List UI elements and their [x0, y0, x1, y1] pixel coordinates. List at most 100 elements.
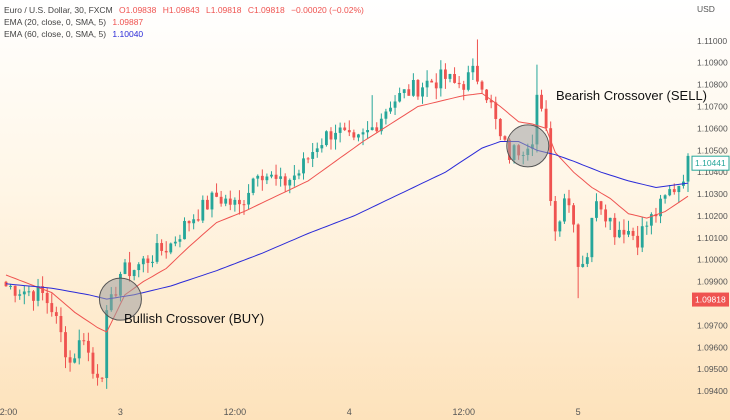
candle-body[interactable] — [608, 217, 612, 222]
candle-body[interactable] — [32, 291, 35, 301]
candle-body[interactable] — [471, 65, 475, 73]
candle-body[interactable] — [476, 65, 479, 82]
candle-body[interactable] — [576, 224, 580, 267]
candle-body[interactable] — [407, 89, 411, 96]
candle-body[interactable] — [320, 145, 324, 149]
candle-body[interactable] — [183, 220, 186, 240]
candle-body[interactable] — [73, 358, 77, 363]
candle-body[interactable] — [274, 174, 278, 179]
candle-body[interactable] — [421, 87, 424, 97]
candle-body[interactable] — [324, 131, 328, 146]
candle-body[interactable] — [617, 229, 621, 238]
candle-body[interactable] — [389, 107, 392, 112]
candle-body[interactable] — [649, 214, 653, 226]
candle-body[interactable] — [443, 69, 447, 79]
candle-body[interactable] — [590, 217, 594, 258]
candle-body[interactable] — [164, 250, 168, 253]
candle-body[interactable] — [283, 176, 287, 186]
candle-body[interactable] — [178, 239, 182, 242]
candle-body[interactable] — [315, 148, 319, 153]
candle-body[interactable] — [352, 132, 356, 138]
candle-body[interactable] — [677, 185, 681, 193]
candle-body[interactable] — [329, 131, 333, 140]
candle-body[interactable] — [215, 192, 218, 197]
candle-body[interactable] — [453, 73, 456, 83]
candle-body[interactable] — [613, 217, 617, 238]
candle-body[interactable] — [270, 174, 273, 177]
candle-body[interactable] — [562, 198, 566, 222]
candle-body[interactable] — [91, 352, 95, 374]
candle-body[interactable] — [306, 158, 310, 160]
candle-body[interactable] — [187, 220, 191, 224]
candle-body[interactable] — [224, 198, 228, 204]
candle-body[interactable] — [457, 82, 461, 85]
candle-body[interactable] — [540, 94, 543, 109]
candle-body[interactable] — [64, 332, 67, 358]
candle-body[interactable] — [36, 286, 40, 301]
candle-body[interactable] — [416, 79, 420, 97]
candle-body[interactable] — [13, 285, 17, 296]
candle-body[interactable] — [96, 373, 99, 378]
candle-body[interactable] — [233, 199, 237, 205]
candle-body[interactable] — [448, 73, 452, 79]
candle-body[interactable] — [585, 257, 589, 264]
candle-body[interactable] — [462, 84, 466, 90]
candle-body[interactable] — [466, 72, 470, 90]
candle-body[interactable] — [54, 312, 58, 317]
candle-body[interactable] — [137, 264, 141, 271]
candle-body[interactable] — [77, 340, 81, 359]
candle-body[interactable] — [219, 196, 223, 204]
candle-body[interactable] — [265, 176, 269, 181]
candle-body[interactable] — [141, 258, 145, 265]
candle-body[interactable] — [205, 199, 209, 210]
candle-body[interactable] — [357, 134, 360, 138]
candle-body[interactable] — [663, 195, 667, 199]
candle-body[interactable] — [595, 201, 598, 218]
candle-body[interactable] — [361, 132, 365, 135]
candle-body[interactable] — [242, 204, 246, 206]
candle-body[interactable] — [402, 89, 406, 93]
candle-body[interactable] — [146, 258, 150, 263]
candle-body[interactable] — [86, 340, 90, 353]
candle-body[interactable] — [544, 108, 548, 129]
candle-body[interactable] — [411, 79, 415, 96]
candle-body[interactable] — [480, 81, 484, 90]
candle-body[interactable] — [631, 230, 635, 236]
candle-body[interactable] — [434, 82, 438, 89]
candle-body[interactable] — [128, 262, 132, 277]
candle-body[interactable] — [228, 198, 232, 205]
candle-body[interactable] — [251, 178, 255, 193]
candle-body[interactable] — [311, 152, 315, 159]
candle-body[interactable] — [430, 80, 434, 83]
candle-body[interactable] — [50, 303, 54, 313]
candle-body[interactable] — [558, 221, 562, 232]
candle-body[interactable] — [238, 199, 241, 205]
candle-body[interactable] — [18, 294, 22, 296]
candle-body[interactable] — [297, 173, 301, 176]
candle-body[interactable] — [160, 243, 164, 251]
candle-body[interactable] — [59, 316, 63, 333]
candle-body[interactable] — [553, 201, 557, 232]
candle-body[interactable] — [256, 175, 260, 179]
candle-body[interactable] — [68, 357, 72, 363]
candle-body[interactable] — [549, 128, 553, 202]
candle-body[interactable] — [9, 285, 12, 287]
candle-body[interactable] — [384, 111, 388, 119]
candle-body[interactable] — [151, 261, 154, 263]
candle-body[interactable] — [292, 175, 296, 180]
candle-body[interactable] — [123, 262, 127, 274]
candle-body[interactable] — [686, 155, 690, 182]
candle-body[interactable] — [288, 179, 292, 186]
candle-body[interactable] — [535, 94, 539, 145]
candle-body[interactable] — [494, 102, 498, 120]
candle-body[interactable] — [572, 205, 575, 225]
candle-body[interactable] — [581, 263, 585, 267]
candle-body[interactable] — [343, 127, 347, 131]
candle-body[interactable] — [334, 132, 337, 140]
candle-body[interactable] — [640, 226, 644, 248]
candle-body[interactable] — [370, 127, 374, 131]
candle-body[interactable] — [27, 291, 31, 293]
candle-body[interactable] — [173, 241, 177, 244]
